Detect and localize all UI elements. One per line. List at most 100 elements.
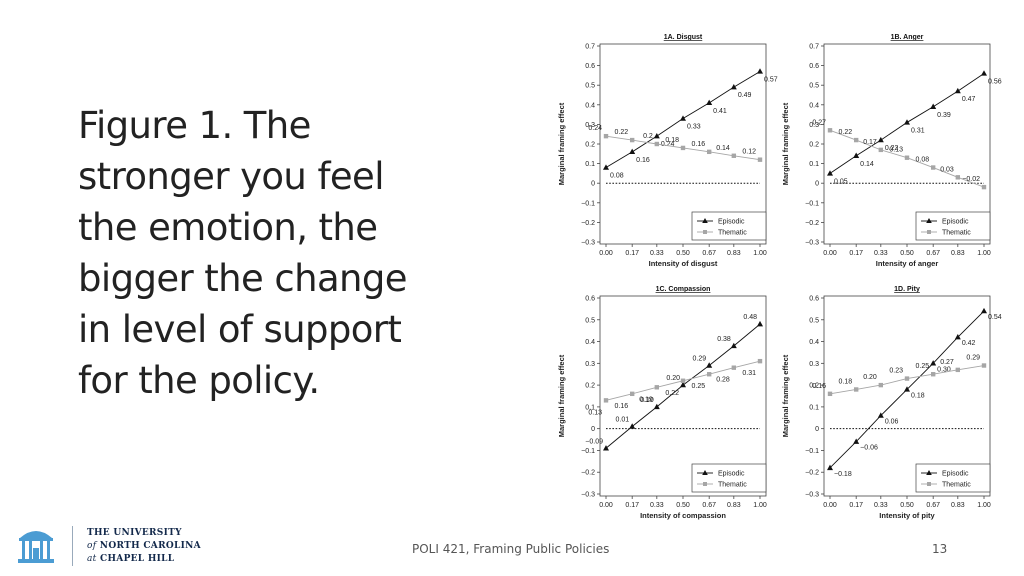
y-tick-label: 0.6 [809, 63, 819, 70]
data-point-episodic [706, 99, 713, 106]
y-tick-label: 0.5 [809, 317, 819, 324]
data-label-episodic: 0.01 [616, 416, 630, 423]
data-label-episodic: 0.41 [713, 108, 727, 115]
y-tick-label: −0.1 [581, 200, 595, 207]
x-axis-label: Intensity of disgust [649, 259, 718, 268]
y-tick-label: 0.5 [585, 317, 595, 324]
data-label-thematic: 0.27 [812, 119, 826, 126]
y-tick-label: 0.6 [809, 296, 819, 303]
y-tick-label: 0.5 [585, 83, 595, 90]
x-tick-label: 0.17 [849, 502, 863, 509]
y-tick-label: 0.3 [585, 361, 595, 368]
legend-label-episodic: Episodic [718, 471, 745, 478]
legend-label-thematic: Thematic [942, 482, 971, 489]
legend-box [691, 463, 767, 493]
logo-line-2: of NORTH CAROLINA [87, 541, 201, 551]
legend-marker-thematic [927, 482, 931, 486]
legend-marker-episodic [702, 218, 708, 223]
data-point-thematic [757, 157, 763, 162]
data-point-episodic [877, 412, 884, 418]
data-label-episodic: 0.47 [962, 96, 976, 103]
data-label-thematic: 0.17 [863, 139, 877, 146]
y-tick-label: −0.2 [581, 470, 595, 477]
data-label-episodic: 0.18 [911, 392, 925, 399]
y-tick-label: 0.2 [809, 142, 819, 149]
data-point-episodic [629, 423, 636, 429]
data-label-thematic: −0.02 [962, 176, 980, 183]
x-tick-label: 1.00 [977, 502, 991, 509]
data-label-thematic: 0.31 [742, 370, 756, 377]
y-tick-label: 0.7 [809, 44, 819, 51]
data-label-episodic: 0.20 [666, 375, 680, 382]
logo-line-1: THE UNIVERSITY [87, 528, 182, 538]
data-point-episodic [680, 381, 686, 388]
y-tick-label: 0.1 [585, 161, 595, 168]
legend-label-thematic: Thematic [718, 482, 747, 489]
data-label-thematic: 0.28 [716, 377, 730, 384]
logo-divider [72, 526, 73, 566]
x-tick-label: 0.33 [650, 250, 664, 257]
data-label-thematic: 0.27 [940, 359, 954, 366]
chart-title: 1A. Disgust [664, 34, 703, 41]
x-tick-label: 0.67 [926, 502, 940, 509]
y-tick-label: 0 [815, 181, 819, 188]
data-point-thematic [853, 387, 859, 392]
data-label-thematic: 0.16 [615, 403, 629, 410]
data-point-episodic [730, 342, 737, 349]
y-axis-label: Marginal framing effect [557, 354, 566, 437]
data-label-thematic: 0.25 [692, 383, 706, 390]
data-point-episodic [653, 132, 660, 139]
data-point-thematic [654, 385, 660, 390]
data-label-episodic: 0.31 [911, 127, 925, 134]
y-tick-label: 0.4 [809, 339, 819, 346]
data-point-episodic [930, 103, 937, 109]
unc-logo: THE UNIVERSITY of NORTH CAROLINA at CHAP… [14, 522, 204, 570]
data-label-episodic: 0.38 [717, 336, 731, 343]
data-point-thematic [757, 358, 763, 364]
data-label-episodic: 0.08 [610, 173, 624, 180]
slide-number: 13 [932, 542, 948, 556]
y-tick-label: 0.2 [809, 383, 819, 390]
y-tick-label: 0 [591, 426, 595, 433]
x-tick-label: 0.50 [676, 502, 690, 509]
x-tick-label: 0.33 [650, 502, 664, 509]
data-point-thematic [827, 128, 833, 133]
x-tick-label: 0.33 [874, 502, 888, 509]
legend-label-episodic: Episodic [942, 219, 969, 226]
y-tick-label: 0.5 [809, 83, 819, 90]
x-axis-label: Intensity of pity [879, 511, 935, 520]
legend-marker-episodic [702, 470, 708, 475]
data-point-episodic [904, 386, 910, 392]
data-label-episodic: −0.09 [585, 438, 603, 445]
chart-anger: 1B. Anger 0.7 0.6 0.5 0.4 0.3 0.2 0.1 0 −0.1 −0.2 −… [781, 34, 1002, 268]
x-tick-label: 0.00 [599, 250, 613, 257]
x-tick-label: 0.50 [900, 250, 914, 257]
y-tick-label: 0.4 [809, 102, 819, 109]
data-label-thematic: 0.13 [889, 147, 903, 154]
data-point-thematic [904, 155, 910, 160]
data-point-episodic [827, 464, 833, 471]
data-label-thematic: 0.22 [615, 129, 629, 136]
y-tick-label: 0.4 [585, 102, 595, 109]
y-tick-label: 0.3 [809, 361, 819, 368]
data-point-episodic [904, 119, 910, 125]
data-point-episodic [629, 148, 636, 155]
data-point-episodic [954, 87, 961, 94]
y-tick-label: −0.3 [805, 240, 819, 247]
data-label-thematic: 0.2 [643, 133, 653, 140]
chart-title: 1B. Anger [891, 34, 924, 41]
chart-pity: 1D. Pity 0.6 0.5 0.4 0.3 0.2 0.1 0 −0.1 −0.2 −0.3 0… [781, 286, 1002, 520]
y-tick-label: −0.2 [805, 470, 819, 477]
data-point-thematic [654, 141, 660, 147]
data-point-episodic [827, 170, 833, 176]
y-tick-label: −0.2 [581, 220, 595, 227]
data-point-episodic [603, 164, 609, 170]
data-point-thematic [930, 165, 936, 170]
data-label-thematic: 0.22 [839, 129, 853, 136]
y-axis-label: Marginal framing effect [781, 102, 790, 185]
x-tick-label: 0.83 [951, 250, 965, 257]
x-tick-label: 1.00 [977, 250, 991, 257]
data-label-thematic: 0.24 [588, 125, 602, 132]
data-point-thematic [680, 378, 686, 383]
x-tick-label: 0.17 [625, 250, 639, 257]
